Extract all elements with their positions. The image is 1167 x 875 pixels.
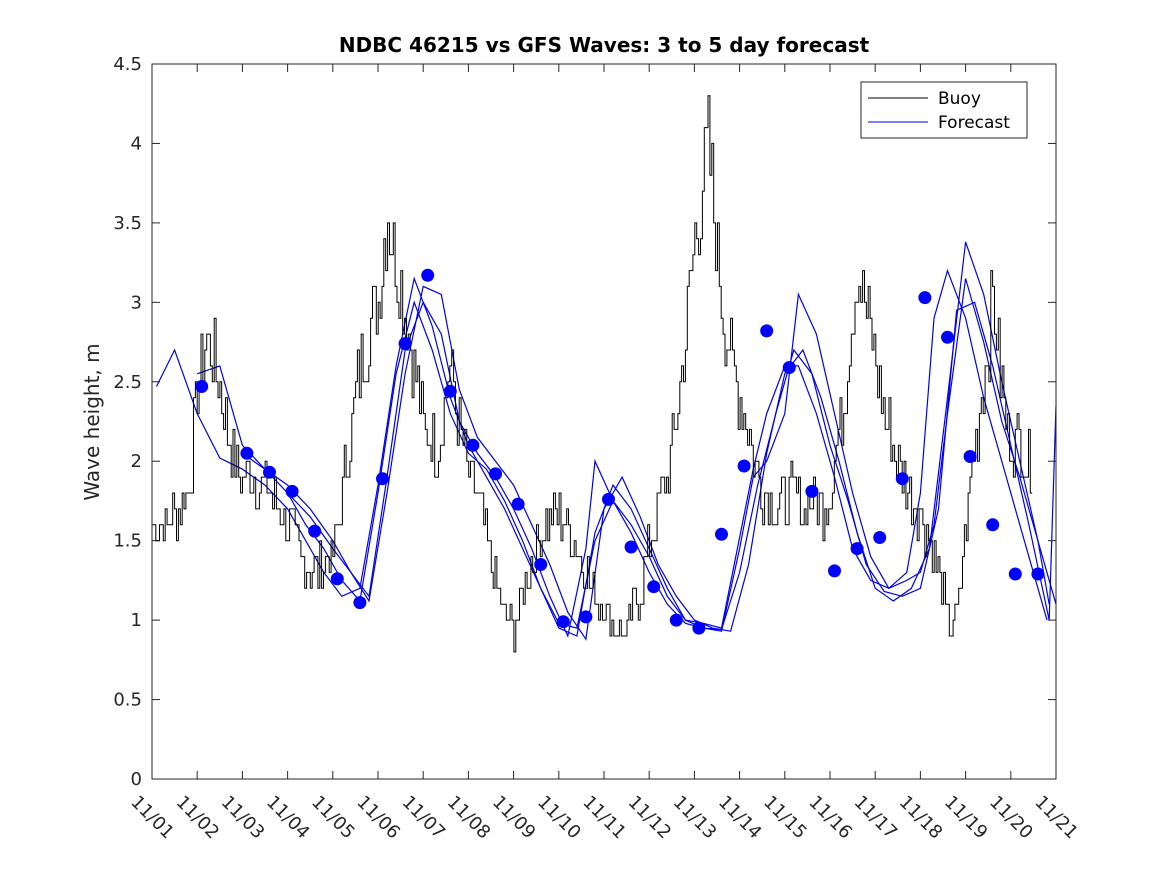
forecast-marker [669,613,683,627]
plot-background [152,64,1056,779]
y-axis-ticks: 0 0.5 1 1.5 2 2.5 3 3.5 4 4.5 [113,54,1056,790]
legend-buoy-label: Buoy [938,89,981,109]
forecast-marker [330,572,344,586]
forecast-marker [195,380,209,393]
forecast-marker [647,580,661,594]
forecast-marker [895,472,909,486]
forecast-marker [624,540,638,554]
buoy-series [152,95,1033,653]
y-tick-label: 2 [131,451,142,472]
legend-forecast-label: Forecast [938,113,1010,133]
forecast-marker [534,558,548,571]
plot-area: 00.511.522.533.544.5 11/0111/0211/0311/0… [113,54,1082,843]
forecast-marker [715,527,728,541]
y-tick-label: 1.5 [113,531,142,552]
forecast-run-line-3 [242,241,1050,641]
forecast-marker [308,524,322,538]
forecast-marker [602,492,615,506]
forecast-marker [692,621,706,635]
forecast-marker [828,564,841,578]
forecast-marker [353,596,367,610]
forecast-marker [398,337,412,351]
forecast-marker [489,467,502,481]
forecast-marker [918,291,932,305]
forecast-marker [760,324,774,338]
y-tick-label: 1 [131,610,142,631]
legend: Buoy Forecast [860,81,1028,139]
forecast-marker [782,361,796,374]
plot-frame [151,63,1057,780]
forecast-marker [805,484,819,498]
forecast-marker [579,610,593,624]
forecast-marker [1031,567,1045,581]
y-tick-label: 0 [131,769,142,790]
y-tick-label: 4.5 [113,54,142,75]
forecast-marker [556,615,570,629]
chart-title: NDBC 46215 vs GFS Waves: 3 to 5 day fore… [339,33,870,57]
y-tick-label: 4 [131,133,142,154]
forecast-marker [850,542,864,556]
forecast-marker [466,438,480,452]
forecast-marker [986,518,1000,532]
y-axis-label: Wave height, m [80,343,104,500]
y-tick-label: 3.5 [113,213,142,234]
forecast-marker [263,465,276,479]
buoy-line [152,95,1033,653]
forecast-run-line-1 [155,268,1048,629]
forecast-marker [873,531,887,544]
legend-box [860,81,1028,139]
forecast-marker [963,450,977,463]
forecast-marker [443,384,457,398]
forecast-marker [511,497,525,511]
forecast-marker [941,330,954,344]
forecast-marker [737,459,751,473]
y-tick-label: 0.5 [113,690,142,711]
y-tick-label: 2.5 [113,372,142,393]
forecast-marker [285,484,299,498]
forecast-marker [1008,567,1022,581]
y-tick-label: 3 [131,292,142,313]
forecast-marker [421,268,435,282]
forecast-markers [195,268,1045,635]
forecast-marker [376,472,389,486]
forecast-marker [240,446,254,460]
